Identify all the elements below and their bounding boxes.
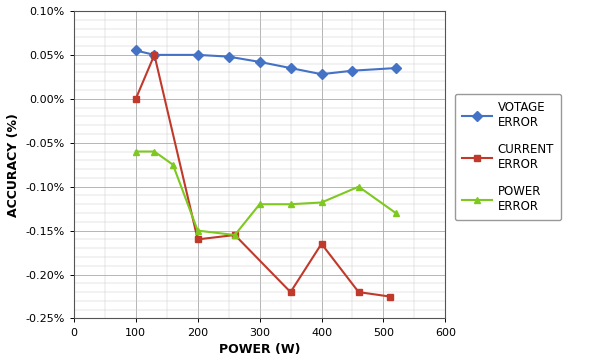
- Y-axis label: ACCURACY (%): ACCURACY (%): [7, 113, 20, 217]
- Line: CURRENT
ERROR: CURRENT ERROR: [132, 52, 393, 300]
- POWER
ERROR: [170, 163, 177, 167]
- POWER
ERROR: [256, 202, 264, 207]
- VOTAGE
ERROR: [151, 53, 158, 57]
- Legend: VOTAGE
ERROR, CURRENT
ERROR, POWER
ERROR: VOTAGE ERROR, CURRENT ERROR, POWER ERROR: [455, 94, 561, 220]
- CURRENT
ERROR: [231, 233, 239, 237]
- VOTAGE
ERROR: [287, 66, 294, 70]
- POWER
ERROR: [231, 233, 239, 237]
- CURRENT
ERROR: [151, 53, 158, 57]
- POWER
ERROR: [392, 211, 400, 215]
- VOTAGE
ERROR: [318, 72, 325, 76]
- CURRENT
ERROR: [386, 294, 393, 299]
- POWER
ERROR: [355, 184, 362, 189]
- X-axis label: POWER (W): POWER (W): [219, 343, 300, 356]
- POWER
ERROR: [194, 228, 201, 233]
- POWER
ERROR: [318, 200, 325, 205]
- VOTAGE
ERROR: [132, 48, 140, 53]
- VOTAGE
ERROR: [256, 60, 264, 64]
- VOTAGE
ERROR: [392, 66, 400, 70]
- CURRENT
ERROR: [355, 290, 362, 294]
- CURRENT
ERROR: [132, 97, 140, 101]
- CURRENT
ERROR: [287, 290, 294, 294]
- CURRENT
ERROR: [318, 242, 325, 246]
- VOTAGE
ERROR: [194, 53, 201, 57]
- POWER
ERROR: [132, 149, 140, 154]
- CURRENT
ERROR: [194, 237, 201, 241]
- VOTAGE
ERROR: [225, 54, 232, 59]
- VOTAGE
ERROR: [349, 69, 356, 73]
- Line: VOTAGE
ERROR: VOTAGE ERROR: [132, 47, 400, 78]
- POWER
ERROR: [151, 149, 158, 154]
- Line: POWER
ERROR: POWER ERROR: [132, 148, 400, 238]
- POWER
ERROR: [287, 202, 294, 207]
